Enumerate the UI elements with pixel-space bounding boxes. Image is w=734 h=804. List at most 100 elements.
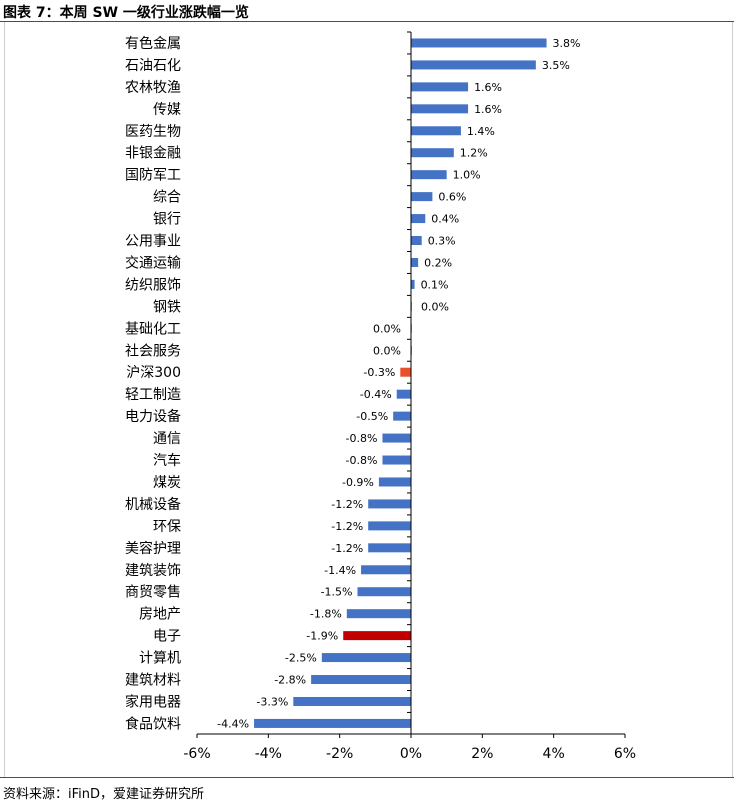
bar (254, 718, 411, 728)
data-label: 1.6% (474, 81, 502, 94)
chart-title: 图表 7：本周 SW 一级行业涨跌幅一览 (3, 5, 249, 21)
category-label: 轻工制造 (125, 387, 181, 403)
data-label: 1.2% (460, 147, 488, 160)
category-label: 社会服务 (125, 343, 181, 359)
category-label: 银行 (153, 212, 181, 228)
category-label: 商贸零售 (125, 585, 181, 601)
bar (411, 279, 415, 289)
category-label: 建筑装饰 (125, 563, 181, 579)
category-label: 机械设备 (125, 496, 181, 513)
category-label: 煤炭 (153, 475, 181, 491)
category-label: 医药生物 (125, 124, 181, 140)
category-label: 传媒 (153, 102, 181, 118)
category-label: 电力设备 (125, 408, 181, 425)
bar (343, 631, 411, 641)
bar (411, 170, 447, 180)
bar (400, 367, 411, 377)
bar (411, 214, 426, 224)
category-label: 计算机 (139, 651, 181, 667)
x-tick-label: -4% (255, 746, 282, 762)
category-label: 交通运输 (125, 254, 181, 271)
category-label: 建筑材料 (125, 673, 181, 689)
category-label: 钢铁 (153, 299, 181, 315)
data-label: -1.4% (324, 564, 356, 577)
category-label: 房地产 (139, 607, 181, 623)
x-tick-label: 0% (400, 746, 422, 762)
source-bar: 资料来源：iFinD，爱建证券研究所 (0, 777, 734, 804)
category-label: 环保 (153, 519, 181, 535)
bar (411, 38, 547, 48)
bar (368, 521, 411, 531)
x-tick-label: 2% (471, 746, 493, 762)
data-label: 0.0% (373, 344, 401, 357)
bar (293, 696, 411, 706)
bar (346, 609, 411, 619)
data-label: 3.8% (553, 37, 581, 50)
bar (411, 148, 454, 158)
bar (357, 587, 411, 597)
bar (411, 236, 422, 246)
data-label: -0.4% (360, 388, 392, 401)
x-tick-label: 6% (614, 746, 636, 762)
bar (393, 411, 411, 421)
data-label: 0.2% (424, 256, 452, 269)
category-label: 石油石化 (125, 58, 181, 74)
category-label: 综合 (153, 190, 181, 206)
category-label: 公用事业 (125, 234, 181, 250)
bar (411, 82, 469, 92)
x-tick-label: -6% (183, 746, 210, 762)
bar (382, 455, 411, 465)
data-label: -1.2% (331, 520, 363, 533)
data-label: -0.3% (363, 366, 395, 379)
chart-frame (4, 22, 733, 778)
bar (321, 653, 411, 663)
category-label: 电子 (153, 629, 181, 645)
x-tick-label: -2% (326, 746, 353, 762)
x-tick-label: 4% (543, 746, 565, 762)
category-label: 基础化工 (125, 320, 181, 337)
data-label: 0.4% (431, 213, 459, 226)
data-label: -1.2% (331, 498, 363, 511)
category-label: 沪深300 (126, 365, 181, 381)
data-label: -2.8% (274, 674, 306, 687)
data-label: 0.0% (421, 300, 449, 313)
data-label: 0.6% (438, 191, 466, 204)
title-bar: 图表 7：本周 SW 一级行业涨跌幅一览 (0, 0, 734, 22)
category-label: 纺织服饰 (125, 277, 181, 293)
bar (396, 389, 411, 399)
bar (411, 126, 461, 136)
bar (378, 477, 411, 487)
data-label: 0.3% (428, 235, 456, 248)
data-label: -0.9% (342, 476, 374, 489)
data-label: 1.6% (474, 103, 502, 116)
data-label: 0.0% (373, 322, 401, 335)
data-label: -1.8% (310, 608, 342, 621)
bar (368, 499, 411, 509)
data-label: 0.1% (421, 278, 449, 291)
data-label: 1.0% (453, 169, 481, 182)
data-label: -0.8% (346, 454, 378, 467)
data-label: -2.5% (285, 652, 317, 665)
data-label: -1.2% (331, 542, 363, 555)
data-label: 3.5% (542, 59, 570, 72)
data-label: -4.4% (217, 717, 249, 730)
category-label: 通信 (153, 431, 181, 447)
category-label: 国防军工 (125, 168, 181, 184)
source-note: 资料来源：iFinD，爱建证券研究所 (3, 787, 205, 802)
bar (382, 433, 411, 443)
category-label: 美容护理 (125, 540, 181, 557)
category-label: 有色金属 (125, 35, 181, 52)
category-label: 食品饮料 (125, 715, 181, 732)
bar (411, 104, 469, 114)
category-label: 家用电器 (125, 693, 181, 710)
category-label: 农林牧渔 (125, 80, 181, 96)
data-label: -0.5% (356, 410, 388, 423)
bar (311, 675, 411, 685)
bar (368, 543, 411, 553)
data-label: 1.4% (467, 125, 495, 138)
data-label: -0.8% (346, 432, 378, 445)
data-label: -3.3% (256, 695, 288, 708)
bar (411, 60, 536, 70)
category-label: 非银金融 (125, 146, 181, 162)
